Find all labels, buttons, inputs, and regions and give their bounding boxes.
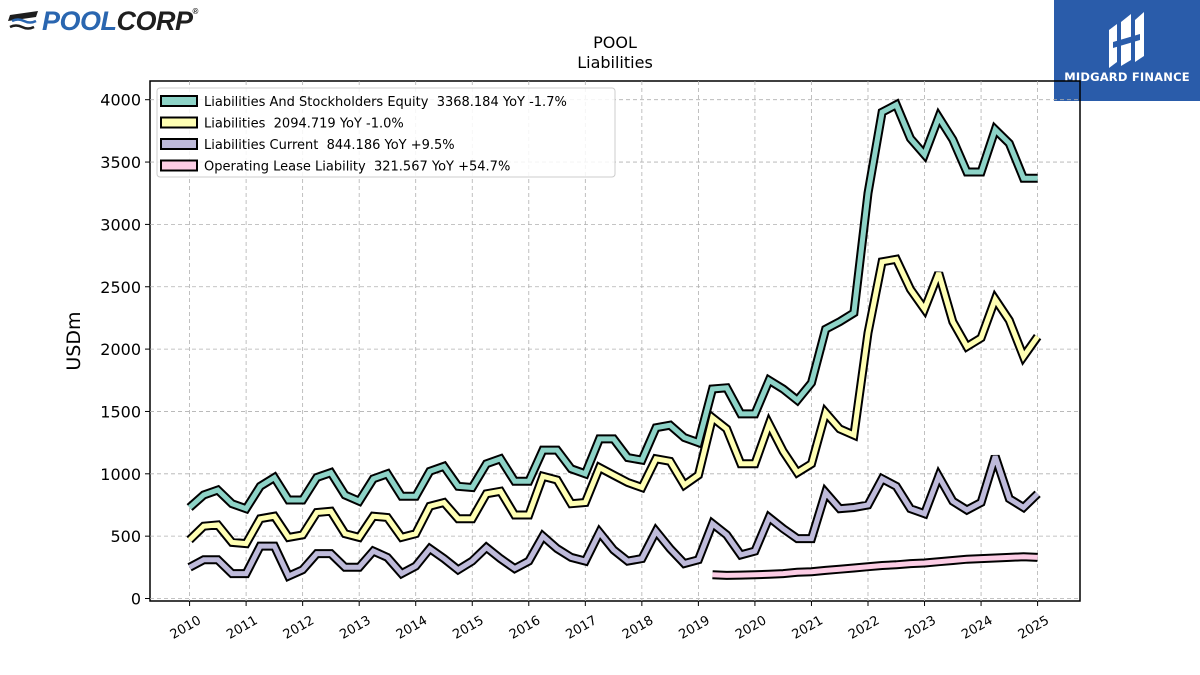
chart-subtitle: Liabilities [577, 53, 653, 72]
x-tick-label: 2025 [1016, 613, 1052, 643]
x-tick-label: 2013 [337, 613, 373, 643]
x-tick-label: 2019 [677, 613, 713, 643]
poolcorp-logo: POOLCORP® [8, 6, 198, 36]
legend-box [156, 87, 616, 178]
x-tick-label: 2016 [507, 613, 543, 643]
poolcorp-wordmark: POOLCORP® [42, 5, 198, 36]
y-tick-label: 500 [110, 527, 141, 546]
legend-swatch-2 [160, 138, 198, 150]
midgard-emblem-icon [1109, 12, 1144, 68]
x-tick-label: 2011 [224, 613, 260, 643]
x-tick-label: 2020 [733, 613, 769, 643]
x-tick-label: 2022 [846, 613, 882, 643]
midgard-finance-name: MIDGARD FINANCE [1064, 70, 1190, 84]
y-tick-label: 3500 [100, 153, 141, 172]
series-line-1 [187, 256, 1040, 547]
series-line-2 [188, 455, 1040, 580]
y-tick-label: 4000 [100, 91, 141, 110]
x-tick-label: 2015 [450, 613, 486, 643]
legend-swatch-1 [160, 116, 198, 129]
x-tick-label: 2012 [281, 613, 317, 643]
y-tick-label: 2500 [100, 278, 141, 297]
y-tick-label: 1500 [100, 402, 141, 421]
y-tick-label: 3000 [100, 215, 141, 234]
plot-frame [149, 80, 1081, 602]
x-tick-label: 2024 [959, 613, 995, 643]
y-tick-label: 0 [131, 590, 141, 609]
midgard-finance-logo: MIDGARD FINANCE [1054, 0, 1200, 101]
series-line-3 [712, 554, 1038, 578]
y-tick-label: 1000 [100, 465, 141, 484]
x-tick-label: 2023 [903, 613, 939, 643]
x-tick-label: 2010 [168, 613, 204, 643]
x-tick-label: 2014 [394, 613, 430, 643]
y-axis-label: USDm [63, 311, 85, 370]
legend-label-3: Operating Lease Liability 321.567 YoY +5… [204, 160, 510, 175]
chart-title: POOL [593, 33, 637, 52]
x-tick-label: 2021 [790, 613, 826, 643]
legend-swatch-0 [160, 95, 198, 107]
y-tick-label: 2000 [100, 340, 141, 359]
wave-icon [8, 11, 38, 30]
legend-swatch-3 [160, 159, 198, 172]
x-tick-label: 2018 [620, 613, 656, 643]
x-tick-label: 2017 [563, 613, 599, 643]
legend-label-0: Liabilities And Stockholders Equity 3368… [204, 95, 567, 110]
series-line-0 [187, 101, 1038, 512]
legend-label-1: Liabilities 2094.719 YoY -1.0% [204, 117, 404, 132]
legend-label-2: Liabilities Current 844.186 YoY +9.5% [204, 138, 455, 153]
